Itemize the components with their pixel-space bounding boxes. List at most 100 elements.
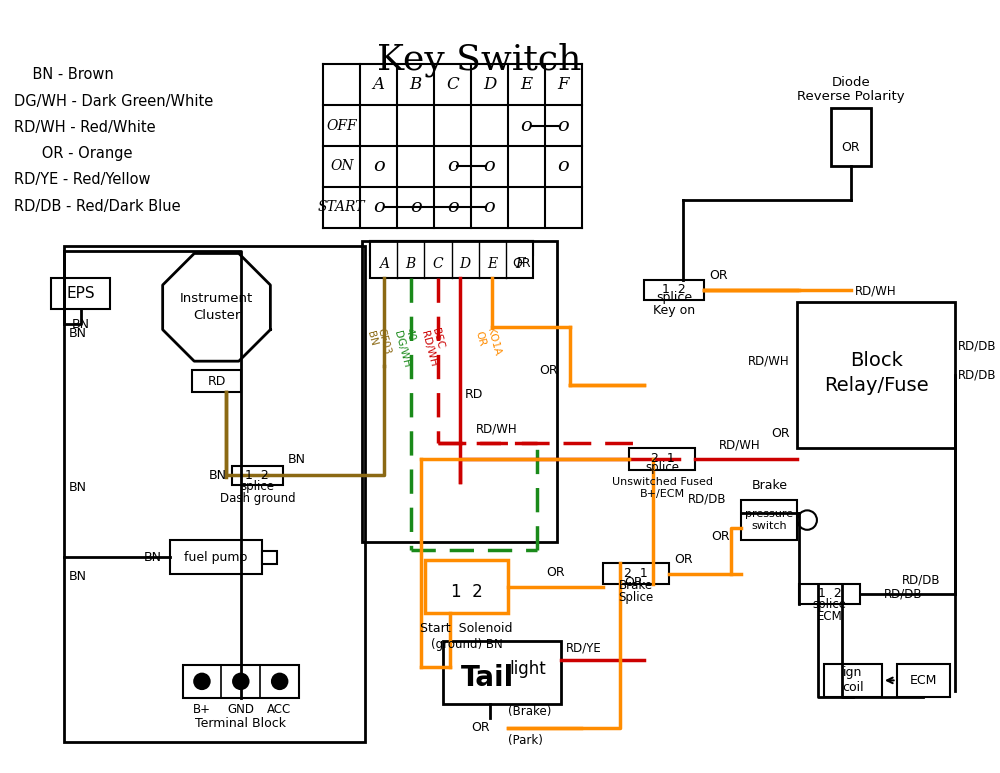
Text: A: A (379, 257, 389, 271)
Bar (362, 241, 557, 543)
Text: F: F (515, 257, 524, 271)
Text: o: o (484, 198, 495, 216)
Text: (Park): (Park) (508, 734, 543, 747)
Text: Instrument
Cluster: Instrument Cluster (180, 292, 253, 322)
Bar (797, 302, 955, 448)
Text: Splice: Splice (619, 591, 654, 604)
Text: A: A (373, 77, 385, 94)
Text: BN: BN (144, 551, 162, 564)
Text: OR: OR (512, 257, 530, 271)
Text: splice: splice (656, 291, 692, 305)
Text: (Brake): (Brake) (508, 705, 551, 718)
Text: fuel pump: fuel pump (184, 551, 248, 564)
Text: RD/WH: RD/WH (476, 423, 517, 435)
Text: Brake: Brake (751, 479, 787, 492)
Bar (170, 540, 262, 574)
Text: RD/WH: RD/WH (718, 438, 760, 451)
Text: E: E (520, 77, 532, 94)
Text: OR: OR (674, 553, 693, 566)
Text: BN: BN (69, 481, 87, 493)
Text: Relay/Fuse: Relay/Fuse (824, 376, 928, 394)
Text: o: o (447, 158, 458, 175)
Bar (262, 550, 277, 564)
Text: BSC
RD/WH: BSC RD/WH (419, 327, 449, 368)
Bar (192, 370, 241, 392)
Text: D: D (460, 257, 471, 271)
Text: OFF: OFF (327, 118, 357, 133)
Text: RD/DB - Red/Dark Blue: RD/DB - Red/Dark Blue (14, 199, 181, 213)
Text: START: START (318, 200, 366, 214)
Bar (741, 499, 797, 540)
Bar (443, 641, 561, 703)
Text: ign
coil: ign coil (842, 666, 864, 694)
Text: BN: BN (69, 327, 87, 340)
Bar (232, 465, 283, 485)
Bar (425, 560, 508, 613)
Text: splice: splice (813, 598, 847, 611)
Text: ACC: ACC (267, 703, 291, 716)
Text: OR: OR (539, 364, 558, 377)
Text: OR: OR (842, 141, 860, 154)
Text: RD/DB: RD/DB (901, 573, 940, 586)
Text: ON: ON (330, 159, 354, 173)
Text: Key on: Key on (653, 304, 695, 317)
Text: EPS: EPS (66, 286, 95, 301)
Text: RD/YE - Red/Yellow: RD/YE - Red/Yellow (14, 172, 151, 187)
Text: Start  Solenoid: Start Solenoid (420, 622, 513, 635)
Bar (64, 246, 365, 741)
Text: OR: OR (472, 721, 490, 734)
Text: Unswitched Fused: Unswitched Fused (612, 477, 713, 487)
Text: BN: BN (69, 570, 87, 584)
Text: RD/DB: RD/DB (688, 492, 726, 506)
Text: B+: B+ (193, 703, 211, 716)
Text: o: o (557, 117, 569, 135)
Text: C: C (446, 77, 459, 94)
Text: Dash ground: Dash ground (220, 492, 295, 505)
Text: pressure
switch: pressure switch (745, 509, 793, 531)
Text: 1  2: 1 2 (245, 469, 269, 482)
Text: E: E (487, 257, 497, 271)
Text: OR: OR (771, 427, 790, 440)
Text: OR: OR (546, 566, 565, 579)
Bar (370, 241, 533, 278)
Text: splice: splice (645, 461, 679, 475)
Text: GF03
BN: GF03 BN (365, 327, 393, 359)
Text: BN: BN (72, 318, 90, 332)
Text: F: F (558, 77, 569, 94)
Bar (799, 584, 860, 604)
Text: o: o (484, 158, 495, 175)
Text: GND: GND (227, 703, 254, 716)
Text: OR: OR (709, 269, 728, 282)
Bar (824, 664, 882, 697)
Text: o: o (521, 117, 532, 135)
Text: RD/DB: RD/DB (958, 369, 996, 382)
Text: B+/ECM: B+/ECM (640, 489, 685, 499)
Text: ECM: ECM (817, 610, 842, 623)
Text: RD/WH - Red/White: RD/WH - Red/White (14, 120, 156, 135)
Text: BN: BN (209, 469, 227, 482)
Text: KO1A
OR: KO1A OR (474, 327, 502, 359)
Text: RD/WH: RD/WH (855, 284, 897, 298)
Text: C: C (433, 257, 443, 271)
Text: Block: Block (850, 351, 903, 370)
Text: 2  1: 2 1 (624, 567, 648, 580)
Text: RD: RD (207, 375, 226, 387)
Bar (629, 448, 695, 469)
Text: RD/YE: RD/YE (566, 642, 602, 655)
Text: Tail: Tail (461, 665, 515, 693)
Text: 40
DG/WH: 40 DG/WH (392, 327, 423, 369)
Text: OR: OR (625, 576, 643, 589)
Text: D: D (483, 77, 496, 94)
Text: light: light (510, 660, 547, 678)
Circle shape (232, 673, 250, 690)
Text: o: o (373, 158, 385, 175)
Text: o: o (373, 198, 385, 216)
Text: ECM: ECM (910, 674, 937, 687)
Bar (897, 664, 950, 697)
Circle shape (193, 673, 211, 690)
Bar (370, 241, 533, 255)
Text: o: o (447, 198, 458, 216)
Bar (603, 563, 669, 584)
Text: BN: BN (287, 453, 305, 465)
Text: OR - Orange: OR - Orange (14, 146, 133, 161)
